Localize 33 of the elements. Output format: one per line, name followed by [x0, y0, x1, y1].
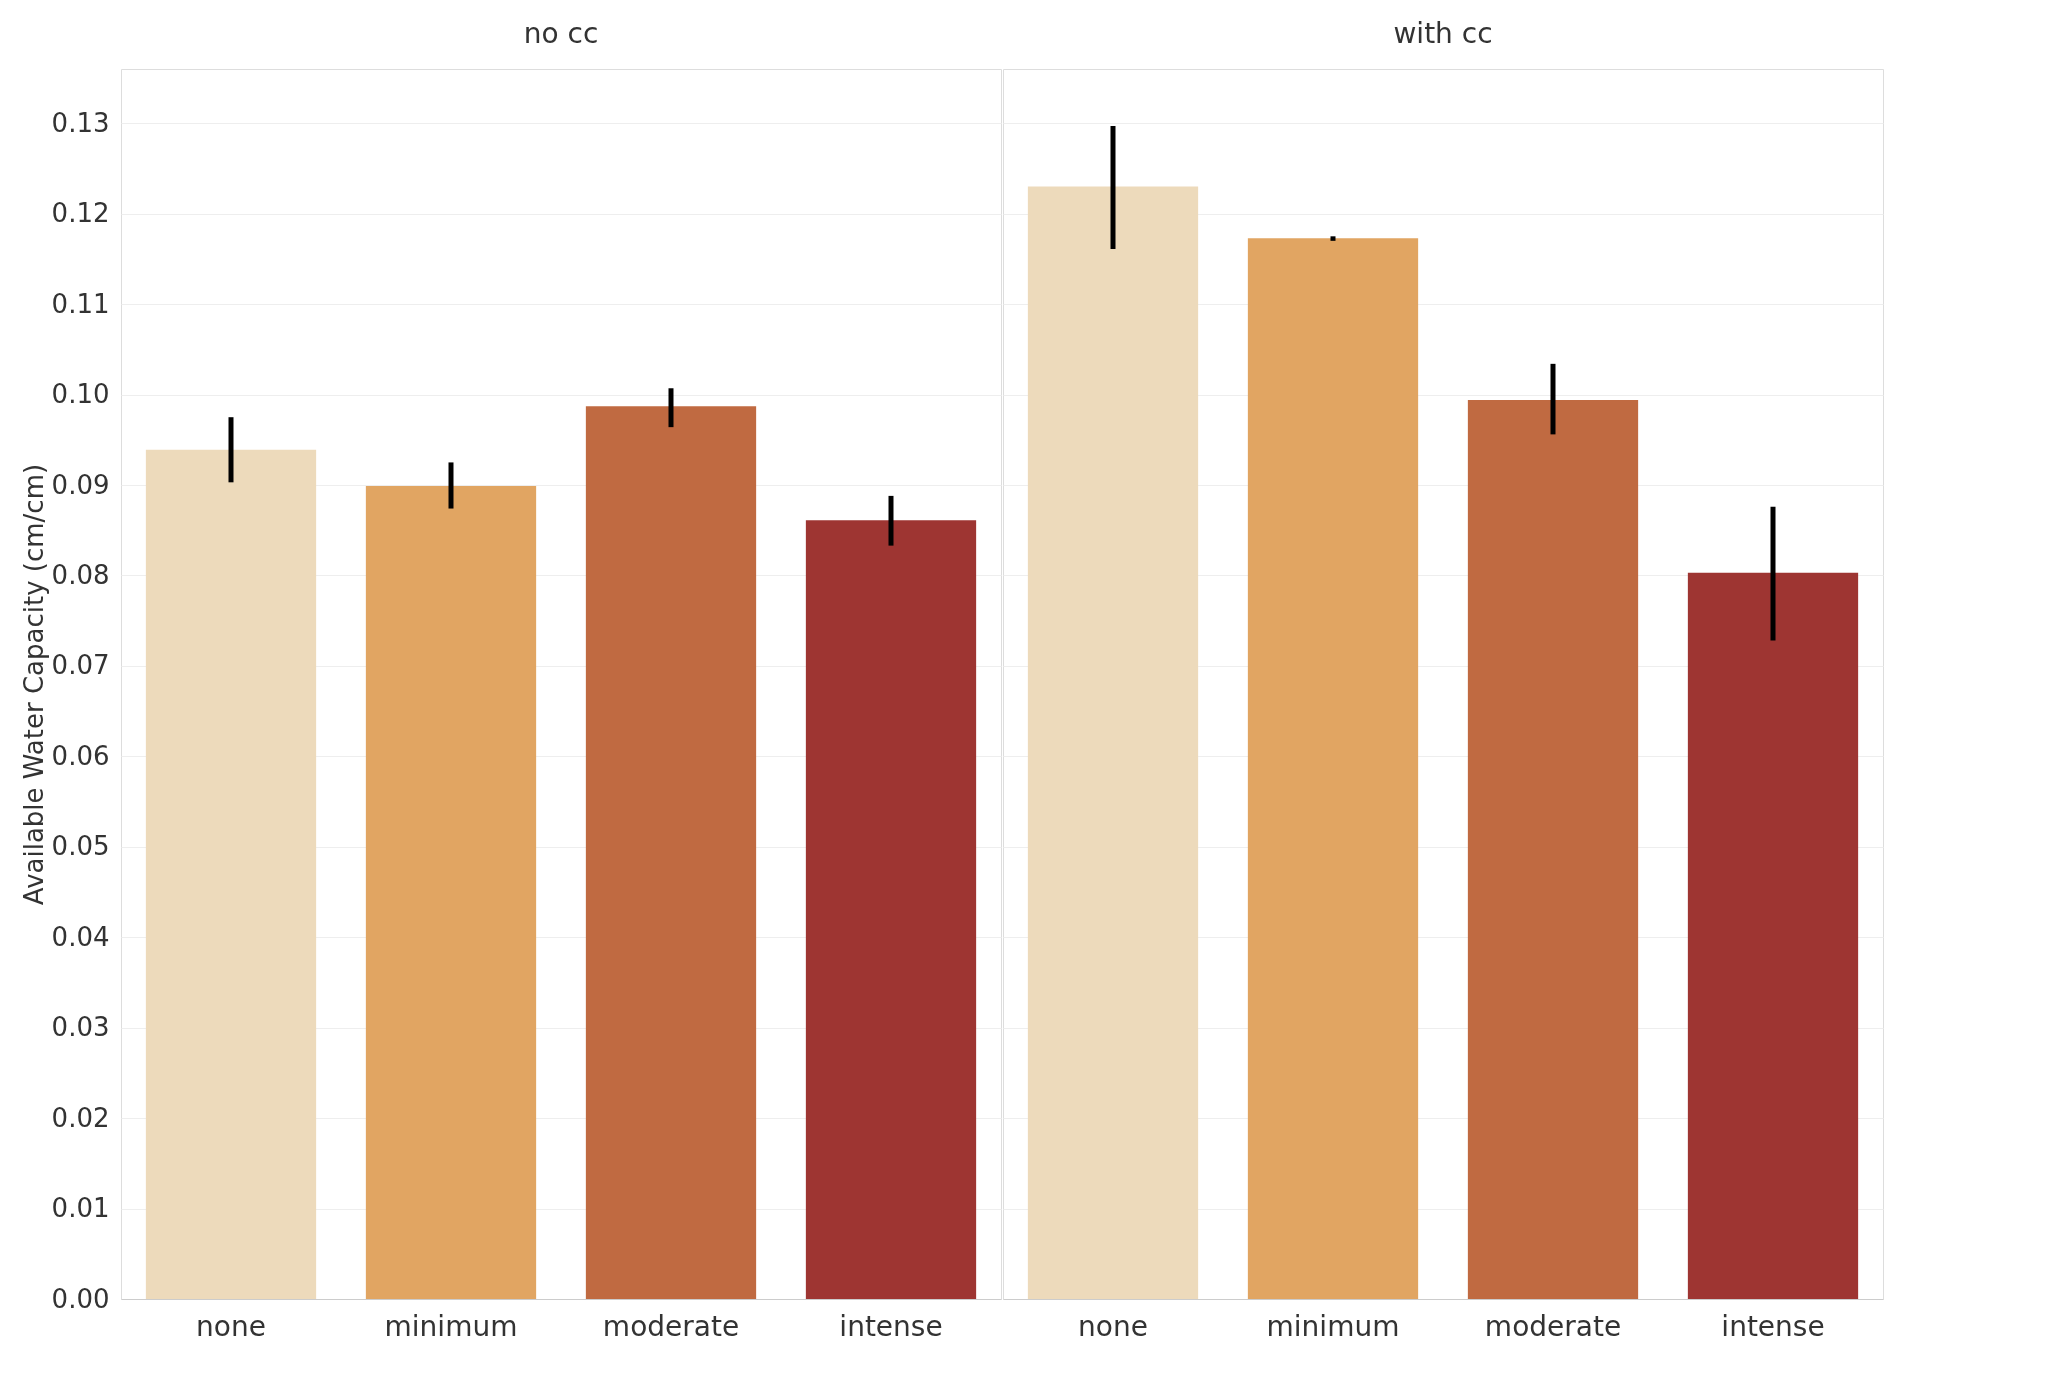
bar — [365, 485, 537, 1299]
x-tick-label: minimum — [384, 1309, 518, 1343]
y-tick-label: 0.11 — [51, 288, 110, 319]
y-tick-label: 0.01 — [51, 1193, 110, 1224]
x-tick-label: moderate — [1484, 1309, 1622, 1343]
x-tick-label: moderate — [602, 1309, 740, 1343]
y-tick-label: 0.05 — [51, 831, 110, 862]
y-tick-label: 0.08 — [51, 559, 110, 590]
bar — [1027, 186, 1199, 1299]
y-tick-label: 0.06 — [51, 740, 110, 771]
bar — [1467, 400, 1639, 1299]
x-tick-label: none — [196, 1309, 266, 1343]
bar — [805, 520, 977, 1299]
y-tick-label: 0.13 — [51, 107, 110, 138]
y-tick-label: 0.09 — [51, 469, 110, 500]
y-tick-label: 0.12 — [51, 198, 110, 229]
y-tick-label: 0.10 — [51, 379, 110, 410]
bar — [145, 449, 317, 1299]
bar — [585, 406, 757, 1299]
chart-title: no cc — [523, 17, 599, 50]
y-tick-label: 0.02 — [51, 1102, 110, 1133]
y-axis-title: Available Water Capacity (cm/cm) — [18, 463, 49, 906]
x-tick-label: none — [1078, 1309, 1148, 1343]
y-tick-label: 0.03 — [51, 1012, 110, 1043]
y-tick-label: 0.00 — [51, 1283, 110, 1314]
x-tick-label: intense — [1721, 1309, 1825, 1343]
y-tick-label: 0.07 — [51, 650, 110, 681]
x-tick-label: minimum — [1266, 1309, 1400, 1343]
y-tick-label: 0.04 — [51, 921, 110, 952]
x-tick-label: intense — [839, 1309, 943, 1343]
bar — [1247, 238, 1419, 1299]
chart-title: with cc — [1393, 17, 1493, 50]
bar — [1687, 572, 1859, 1299]
